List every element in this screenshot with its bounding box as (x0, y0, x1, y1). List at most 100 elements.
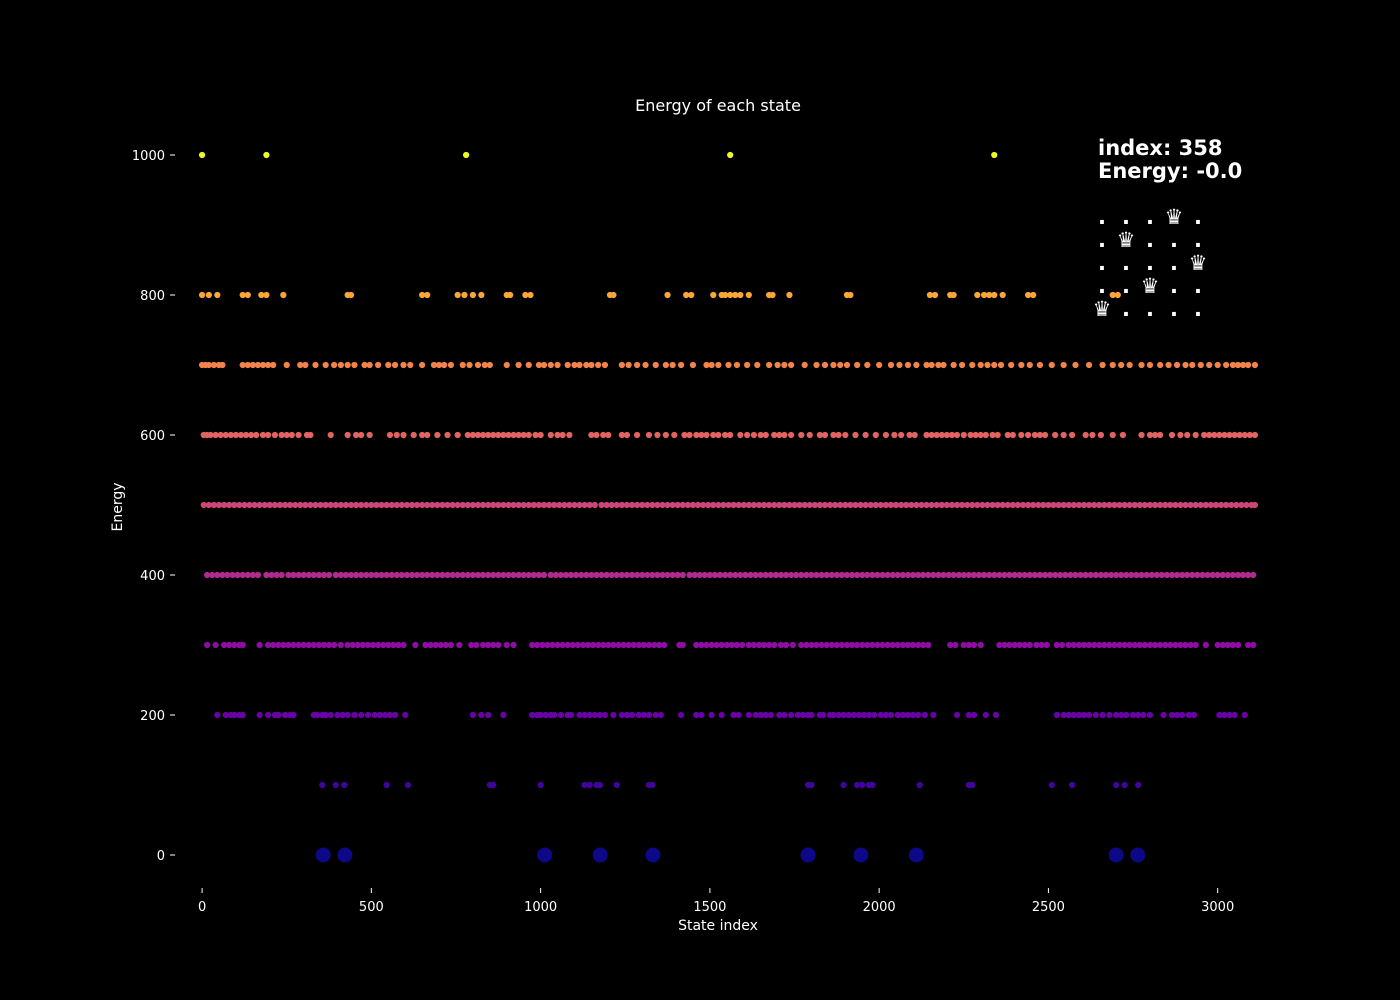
data-point (1245, 641, 1252, 649)
data-point (826, 501, 834, 509)
data-point (544, 641, 551, 649)
data-point (364, 711, 372, 719)
data-point (830, 361, 837, 369)
data-point (1008, 361, 1015, 369)
data-point (479, 641, 487, 649)
data-point (353, 501, 360, 509)
data-point (559, 431, 566, 439)
y-axis-label: Energy (110, 482, 126, 531)
data-point (909, 571, 917, 579)
data-point (703, 641, 710, 649)
data-point (811, 501, 818, 509)
empty-cell: . (1170, 274, 1178, 298)
data-point (214, 291, 221, 299)
data-point (503, 641, 510, 649)
data-point (469, 571, 477, 579)
data-point (466, 361, 473, 369)
data-point (359, 641, 366, 649)
data-point (1096, 501, 1103, 509)
data-point (737, 571, 744, 579)
data-point (495, 501, 502, 509)
data-point (948, 501, 956, 509)
y-tick-label: 600 (140, 429, 165, 444)
data-point (429, 501, 436, 509)
data-point (1182, 501, 1189, 509)
data-point (1133, 571, 1140, 579)
data-point (933, 501, 940, 509)
data-point (398, 571, 405, 579)
data-point (808, 711, 815, 719)
data-point (283, 361, 290, 369)
data-point (442, 641, 449, 649)
data-point (275, 641, 282, 649)
data-point (674, 501, 681, 509)
data-point (1245, 361, 1252, 369)
data-point (722, 291, 729, 299)
data-point (945, 571, 952, 579)
data-point (320, 571, 328, 579)
data-point (588, 361, 595, 369)
data-point (754, 361, 761, 369)
data-point (1179, 711, 1186, 719)
data-point (603, 501, 610, 509)
y-tick-label: 0 (157, 849, 165, 864)
data-point (227, 431, 234, 439)
data-point (469, 291, 477, 299)
data-point (263, 291, 270, 299)
empty-cell: . (1098, 251, 1106, 275)
data-point (1019, 501, 1027, 509)
data-point (960, 641, 967, 649)
data-point (1106, 711, 1113, 719)
data-point (837, 501, 844, 509)
data-point (1030, 291, 1037, 299)
data-point (1151, 641, 1159, 649)
data-point (322, 711, 329, 719)
data-point (1085, 711, 1093, 719)
data-point (904, 641, 912, 649)
data-point (287, 501, 294, 509)
data-point (312, 361, 319, 369)
data-point (239, 711, 246, 719)
data-point (782, 641, 790, 649)
data-point (1226, 711, 1233, 719)
data-point (547, 571, 554, 579)
data-point (877, 711, 884, 719)
data-point (703, 431, 710, 439)
data-point (649, 781, 656, 789)
data-point (205, 291, 212, 299)
data-point (986, 571, 993, 579)
data-point (762, 711, 769, 719)
data-point (1136, 501, 1143, 509)
data-point (904, 711, 912, 719)
data-point (1246, 431, 1253, 439)
data-point (354, 641, 361, 649)
data-point (285, 571, 292, 579)
data-point (264, 431, 272, 439)
data-point (474, 361, 482, 369)
data-point (400, 431, 407, 439)
data-point (454, 571, 461, 579)
y-tick-label: 800 (140, 289, 165, 304)
empty-cell: . (1194, 228, 1202, 252)
data-point (1216, 431, 1223, 439)
data-point (1082, 431, 1089, 439)
data-point (918, 501, 925, 509)
data-point (479, 571, 487, 579)
data-point (882, 431, 890, 439)
data-point (236, 501, 243, 509)
data-point (1121, 641, 1128, 649)
data-point (633, 431, 641, 439)
data-point (970, 641, 978, 649)
data-point (835, 431, 842, 439)
data-point (532, 431, 539, 439)
data-point (527, 291, 534, 299)
data-point (249, 361, 256, 369)
data-point (537, 847, 553, 863)
data-point (745, 711, 752, 719)
data-point (331, 361, 338, 369)
data-point (618, 501, 625, 509)
data-point (970, 711, 978, 719)
data-point (1207, 501, 1215, 509)
data-point (703, 361, 710, 369)
data-point (733, 361, 741, 369)
